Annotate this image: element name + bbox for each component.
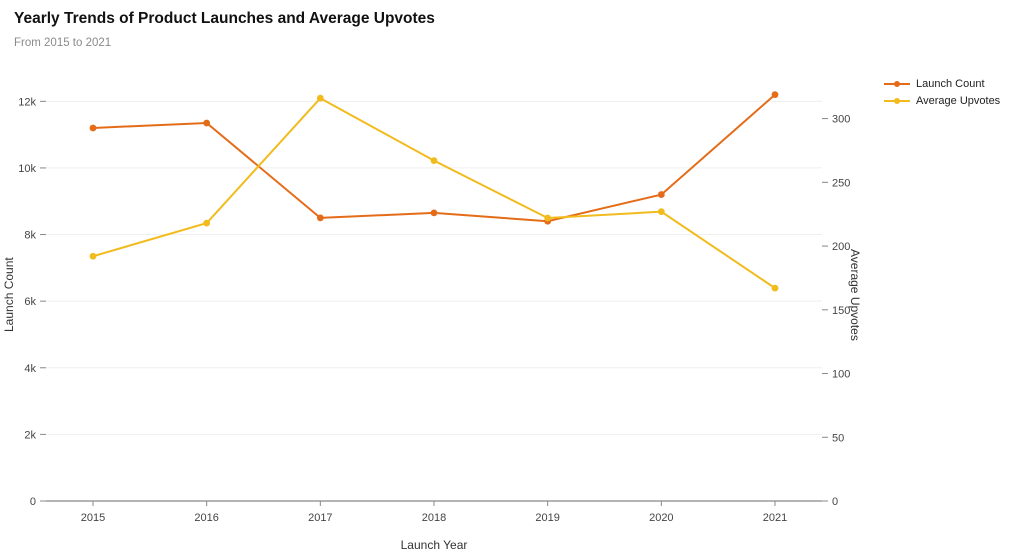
data-point-average-upvotes[interactable]	[203, 219, 211, 227]
y-tick-label-right: 250	[832, 177, 850, 189]
legend-item-launch-count[interactable]: Launch Count	[884, 78, 1000, 90]
x-tick-label: 2019	[535, 512, 559, 524]
data-point-average-upvotes[interactable]	[430, 157, 438, 165]
legend-label: Average Upvotes	[916, 95, 1001, 107]
legend-item-average-upvotes[interactable]: Average Upvotes	[884, 95, 1000, 107]
data-point-launch-count[interactable]	[89, 124, 97, 132]
x-axis-title: Launch Year	[400, 538, 468, 552]
x-tick-label: 2018	[422, 512, 446, 524]
y-tick-label-left: 10k	[18, 163, 36, 175]
x-tick-label: 2017	[308, 512, 332, 524]
y-tick-label-left: 8k	[24, 230, 36, 242]
y-tick-label-right: 300	[832, 114, 850, 126]
legend-marker-average-upvotes	[884, 98, 910, 104]
data-point-launch-count[interactable]	[657, 191, 665, 198]
series-line-average-upvotes	[92, 96, 776, 289]
chart-subtitle: From 2015 to 2021	[14, 37, 112, 49]
x-tick-label: 2021	[763, 512, 787, 524]
data-point-launch-count[interactable]	[430, 209, 438, 217]
data-point-average-upvotes[interactable]	[316, 94, 324, 102]
data-point-launch-count[interactable]	[771, 91, 779, 99]
y-tick-label-right: 150	[832, 305, 850, 317]
data-point-launch-count[interactable]	[316, 214, 324, 222]
y-axis-title-right: Average Upvotes	[848, 248, 862, 341]
legend: Launch Count Average Upvotes	[884, 78, 1000, 112]
data-point-launch-count[interactable]	[203, 119, 211, 127]
y-tick-label-right: 100	[832, 369, 850, 381]
y-tick-label-right: 50	[832, 432, 844, 444]
y-tick-label-left: 6k	[24, 296, 36, 308]
y-tick-label-left: 0	[30, 496, 36, 508]
data-point-average-upvotes[interactable]	[657, 208, 665, 216]
y-tick-label-right: 0	[832, 496, 838, 508]
y-tick-label-left: 12k	[18, 96, 36, 108]
data-point-average-upvotes[interactable]	[544, 214, 552, 222]
legend-marker-launch-count	[884, 81, 910, 87]
x-tick-label: 2015	[81, 512, 105, 524]
legend-dot	[894, 81, 900, 87]
data-point-average-upvotes[interactable]	[771, 284, 779, 292]
chart-title: Yearly Trends of Product Launches and Av…	[14, 10, 435, 27]
x-tick-label: 2016	[194, 512, 218, 524]
legend-label: Launch Count	[916, 78, 985, 90]
y-tick-label-right: 200	[832, 241, 850, 253]
y-tick-label-left: 2k	[24, 429, 36, 441]
x-tick-label: 2020	[649, 512, 673, 524]
data-point-average-upvotes[interactable]	[89, 252, 97, 260]
legend-dot	[894, 98, 900, 104]
y-tick-label-left: 4k	[24, 363, 36, 375]
